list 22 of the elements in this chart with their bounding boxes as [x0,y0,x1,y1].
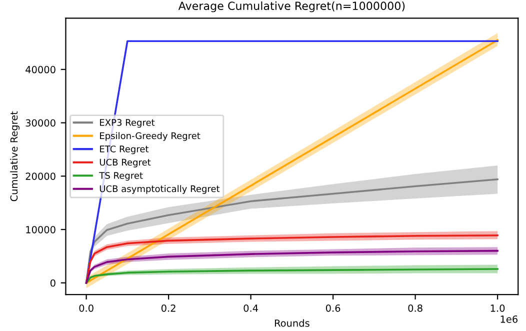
x-axis-title: Rounds [274,319,310,327]
x-tick-label: 0.2 [161,304,176,312]
legend-label: ETC Regret [100,146,149,154]
legend-label: EXP3 Regret [100,119,155,128]
legend-label: UCB Regret [100,158,151,168]
y-tick-label: 0 [50,279,56,287]
y-tick-label: 40000 [26,66,56,74]
y-tick-label: 10000 [26,226,56,234]
y-tick-label: 20000 [26,172,56,180]
x-tick-label: 1.0 [490,304,505,312]
text: 1e6 [500,315,518,323]
y-axis-title: Cumulative Regret [10,111,20,202]
legend-label: UCB asymptotically Regret [100,185,220,194]
x-tick-label: 0.8 [408,304,422,312]
x-tick-label: 0.6 [326,304,340,312]
legend-label: Epsilon-Greedy Regret [100,132,200,141]
chart-title: Average Cumulative Regret(n=1000000) [178,1,405,12]
line-series [85,268,498,284]
x-tick-label: 0.0 [79,304,94,312]
x-tick-label: 0.4 [244,304,258,312]
y-tick-label: 30000 [26,119,56,127]
legend-label: TS Regret [99,172,143,181]
